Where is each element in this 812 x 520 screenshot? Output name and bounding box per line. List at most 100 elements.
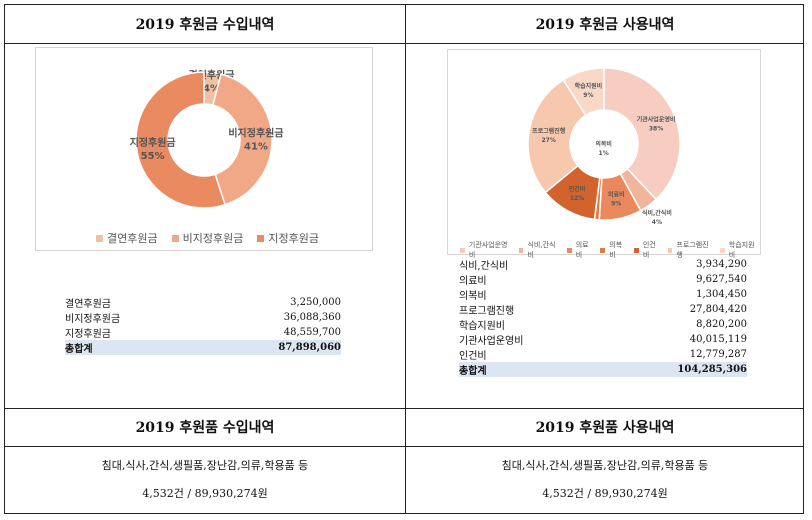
row-value: 48,559,700 — [283, 327, 341, 338]
legend-swatch-0 — [460, 247, 465, 253]
divider-goods — [5, 446, 803, 447]
goods-income-summary: 4,532건 / 89,930,274원 — [142, 487, 268, 500]
center-divider — [405, 5, 406, 513]
usage-legend: 기관사업운영비 식비,간식비 의료비 의복비 인건비 프로그램진행 학습지원비 — [460, 240, 760, 260]
slice-value-0: 4% — [203, 83, 220, 94]
total-label: 총합계 — [459, 366, 487, 377]
row-value: 36,088,360 — [283, 312, 341, 323]
slice-value-2: 55% — [141, 151, 165, 162]
goods-usage-title: 2019 후원품 사용내역 — [535, 420, 675, 436]
row-label: 프로그램진행 — [459, 306, 515, 317]
legend-item-2: 지정후원금 — [257, 230, 319, 246]
row-value: 8,820,200 — [696, 319, 747, 330]
goods-income-items: 침대,식사,간식,생필품,장난감,의류,학용품 등 — [101, 459, 309, 472]
slice-value-0: 38% — [649, 125, 663, 132]
slice-label-6: 학습지원비 — [575, 82, 603, 90]
table-row: 식비,간식비 3,934,290 — [459, 257, 747, 272]
slice-label-2: 의료비 — [608, 191, 625, 199]
income-table: 결연후원금 3,250,000 비지정후원금 36,088,360 지정후원금 48,55… — [65, 295, 341, 355]
slice-label-0: 기관사업운영비 — [637, 115, 676, 123]
row-label: 결연후원금 — [65, 299, 111, 310]
legend-item-0: 결연후원금 — [96, 230, 158, 246]
legend-swatch-4 — [634, 247, 639, 253]
slice-label-2: 지정후원금 — [130, 136, 176, 149]
total-value: 104,285,306 — [677, 364, 747, 375]
table-row: 비지정후원금 36,088,360 — [65, 310, 341, 325]
slice-value-4: 12% — [570, 195, 584, 202]
legend-label-3: 의복비 — [609, 241, 623, 259]
legend-label-0: 결연후원금 — [107, 232, 158, 245]
legend-label-0: 기관사업운영비 — [468, 241, 508, 259]
usage-chart-box: 기관사업운영비 38% 식비,간식비 4% 의료비 9% 의복비 1% 인건비 12% 프로그램진행… — [447, 49, 761, 259]
slice-value-2: 9% — [611, 201, 621, 208]
legend-label-5: 프로그램진행 — [676, 241, 709, 259]
row-label: 식비,간식비 — [459, 261, 509, 272]
slice-value-6: 9% — [583, 92, 593, 99]
row-label: 학습지원비 — [459, 321, 505, 332]
legend-label-2: 의료비 — [575, 241, 589, 259]
usage-table: 식비,간식비 3,934,290 의료비 9,627,540 의복비 1,304,450 프… — [459, 257, 747, 377]
legend-swatch-6 — [719, 247, 725, 253]
table-row: 의료비 9,627,540 — [459, 272, 747, 287]
divider-top — [5, 43, 803, 44]
total-label: 총합계 — [65, 344, 93, 355]
table-row: 의복비 1,304,450 — [459, 287, 747, 302]
usage-title: 2019 후원금 사용내역 — [535, 17, 675, 33]
row-label: 비지정후원금 — [65, 314, 121, 325]
legend-item-3: 의복비 — [600, 240, 628, 260]
usage-donut-chart: 기관사업운영비 38% 식비,간식비 4% 의료비 9% 의복비 1% 인건비 12% 프로그램진행… — [527, 67, 681, 226]
legend-swatch-3 — [600, 247, 606, 253]
legend-label-1: 비지정후원금 — [182, 232, 244, 245]
legend-swatch-1 — [518, 247, 524, 253]
row-value: 40,015,119 — [689, 334, 747, 345]
row-value: 9,627,540 — [696, 274, 747, 285]
legend-item-2: 의료비 — [566, 240, 595, 260]
legend-label-4: 인건비 — [642, 241, 656, 259]
table-row: 학습지원비 8,820,200 — [459, 317, 747, 332]
row-label: 지정후원금 — [65, 329, 111, 340]
legend-swatch-1 — [171, 234, 179, 242]
legend-swatch-2 — [257, 234, 265, 242]
legend-item-1: 식비,간식비 — [518, 240, 561, 260]
slice-label-3: 의복비 — [595, 140, 612, 148]
legend-item-1: 비지정후원금 — [171, 230, 244, 246]
income-title: 2019 후원금 수입내역 — [135, 17, 275, 33]
table-row: 프로그램진행 27,804,420 — [459, 302, 747, 317]
page-frame: 2019 후원금 수입내역 2019 후원금 사용내역 2019 후원품 수입내… — [4, 4, 804, 514]
legend-item-5: 프로그램진행 — [667, 240, 714, 260]
goods-usage-items: 침대,식사,간식,생필품,장난감,의류,학용품 등 — [501, 459, 709, 472]
legend-swatch-2 — [566, 247, 572, 253]
row-label: 의복비 — [459, 291, 487, 302]
donut-slice-6 — [562, 67, 605, 117]
table-row: 결연후원금 3,250,000 — [65, 295, 341, 310]
table-row: 지정후원금 48,559,700 — [65, 325, 341, 340]
row-value: 3,250,000 — [290, 297, 341, 308]
divider-middle — [5, 408, 803, 409]
legend-swatch-0 — [96, 234, 103, 242]
legend-label-2: 지정후원금 — [268, 232, 319, 245]
row-value: 12,779,287 — [689, 349, 747, 360]
legend-item-6: 학습지원비 — [719, 240, 760, 260]
slice-value-1: 4% — [652, 219, 662, 226]
donut-slice-5 — [527, 78, 587, 194]
legend-label-1: 식비,간식비 — [527, 241, 556, 259]
slice-label-1: 식비,간식비 — [642, 209, 672, 217]
goods-income-title: 2019 후원품 수입내역 — [135, 420, 275, 436]
donut-slice-1 — [212, 73, 273, 206]
goods-usage-summary: 4,532건 / 89,930,274원 — [542, 487, 668, 500]
donut-slice-0 — [603, 67, 681, 201]
row-label: 기관사업운영비 — [459, 336, 524, 347]
legend-item-0: 기관사업운영비 — [460, 240, 513, 260]
legend-swatch-5 — [667, 247, 673, 253]
table-row: 기관사업운영비 40,015,119 — [459, 332, 747, 347]
slice-label-5: 프로그램진행 — [532, 127, 566, 135]
table-row: 인건비 12,779,287 — [459, 347, 747, 362]
slice-value-3: 1% — [599, 150, 609, 157]
slice-value-1: 41% — [244, 141, 268, 152]
row-value: 3,934,290 — [696, 259, 747, 270]
total-row: 총합계 104,285,306 — [459, 362, 747, 377]
row-value: 27,804,420 — [689, 304, 747, 315]
legend-label-6: 학습지원비 — [728, 241, 755, 259]
donut-slice-2 — [135, 71, 226, 209]
